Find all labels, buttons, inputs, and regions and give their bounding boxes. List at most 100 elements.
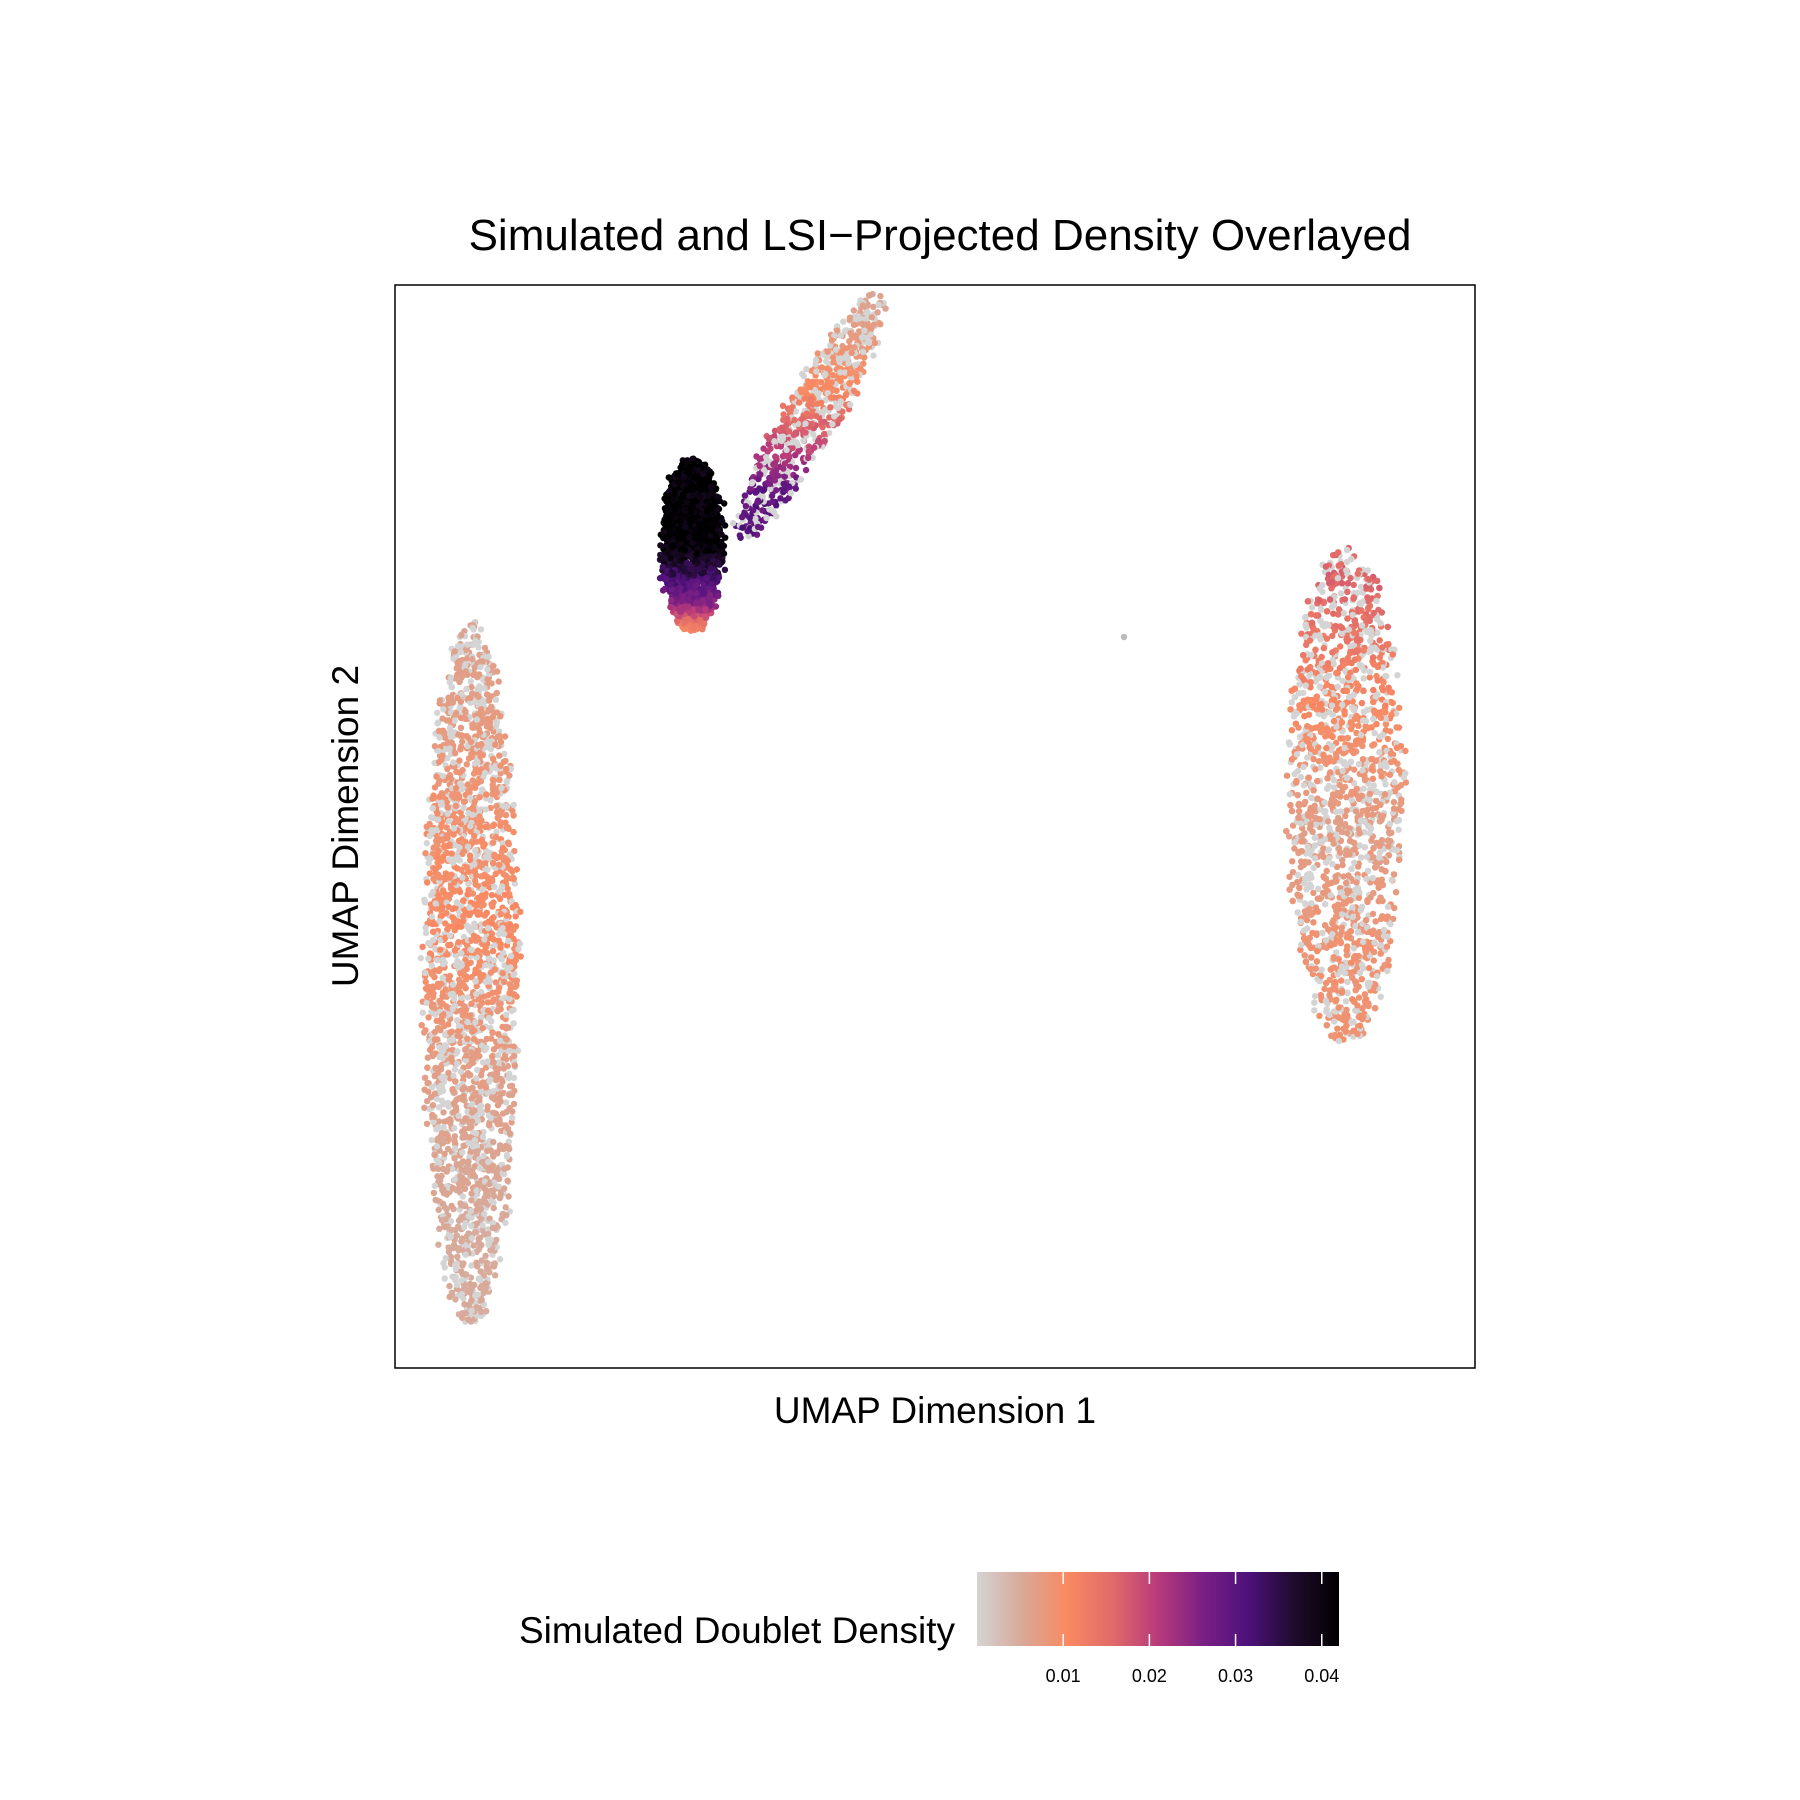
data-point xyxy=(448,1202,455,1210)
data-point xyxy=(505,1075,512,1082)
data-point xyxy=(769,498,776,506)
data-point xyxy=(715,560,722,567)
data-point xyxy=(468,1307,475,1314)
data-point xyxy=(478,999,486,1006)
data-point xyxy=(680,593,687,600)
data-point xyxy=(501,1043,508,1050)
data-point xyxy=(766,480,774,488)
data-point xyxy=(471,861,478,868)
data-point xyxy=(456,769,463,776)
data-point xyxy=(666,474,674,482)
data-point xyxy=(874,309,881,316)
data-point xyxy=(476,1053,483,1060)
data-point xyxy=(461,982,468,990)
data-point xyxy=(448,792,456,799)
data-point xyxy=(429,1052,436,1060)
data-point xyxy=(446,856,453,863)
data-point xyxy=(463,1115,470,1123)
data-point xyxy=(447,1233,454,1241)
data-point xyxy=(685,597,692,604)
data-point xyxy=(462,1251,469,1258)
data-point xyxy=(464,994,471,1001)
data-point xyxy=(870,352,877,359)
data-point xyxy=(760,445,767,452)
data-point xyxy=(484,1192,491,1199)
data-point xyxy=(715,592,722,599)
data-point xyxy=(496,732,503,740)
data-point xyxy=(476,749,484,757)
data-point xyxy=(438,912,446,919)
data-point xyxy=(682,523,689,531)
data-point xyxy=(499,970,506,977)
data-point xyxy=(435,1206,442,1214)
data-point xyxy=(462,1012,470,1019)
data-point xyxy=(486,1180,493,1188)
data-point xyxy=(434,1173,441,1180)
data-point xyxy=(497,762,504,769)
data-point xyxy=(430,875,437,883)
data-point xyxy=(483,1044,490,1052)
data-point xyxy=(433,837,440,845)
data-point xyxy=(462,1285,469,1292)
data-point xyxy=(438,836,445,844)
data-point xyxy=(419,943,426,950)
data-point xyxy=(774,472,782,479)
data-point xyxy=(475,724,482,731)
data-point xyxy=(494,1101,502,1109)
data-point xyxy=(877,321,884,328)
data-point xyxy=(708,489,715,497)
data-point xyxy=(464,1070,472,1077)
data-point xyxy=(468,1123,475,1131)
data-point xyxy=(422,978,429,985)
data-point xyxy=(476,813,483,820)
data-point xyxy=(687,508,694,516)
data-point xyxy=(467,694,474,701)
data-point xyxy=(489,776,497,784)
data-point xyxy=(430,794,438,801)
data-point xyxy=(421,1104,428,1112)
data-point xyxy=(478,1088,485,1096)
data-point xyxy=(499,844,506,852)
data-point xyxy=(663,575,670,583)
data-point xyxy=(792,485,799,492)
data-point xyxy=(695,606,702,614)
data-point xyxy=(492,833,500,841)
data-point xyxy=(688,483,695,490)
data-point xyxy=(482,1308,490,1315)
data-point xyxy=(482,1280,489,1287)
data-point xyxy=(452,802,460,810)
data-point xyxy=(482,978,489,986)
data-point xyxy=(505,825,512,833)
data-point xyxy=(468,946,475,953)
data-point xyxy=(685,603,692,610)
data-point xyxy=(505,839,512,846)
data-point xyxy=(460,912,467,920)
data-point xyxy=(446,817,453,825)
data-point xyxy=(803,365,810,373)
data-point xyxy=(429,888,437,896)
data-point xyxy=(435,1125,442,1132)
data-point xyxy=(474,1148,481,1155)
data-point xyxy=(483,791,490,798)
data-point xyxy=(700,477,707,484)
data-point xyxy=(715,521,722,529)
data-point xyxy=(456,757,463,764)
data-point xyxy=(446,1116,454,1123)
data-point xyxy=(695,521,702,528)
data-point xyxy=(674,502,681,509)
data-point xyxy=(483,909,490,916)
data-point xyxy=(502,1204,509,1211)
data-point xyxy=(506,772,513,779)
data-point xyxy=(670,496,677,504)
data-point xyxy=(717,531,724,538)
data-point xyxy=(657,542,664,549)
data-point xyxy=(472,1130,480,1137)
data-point xyxy=(510,1020,517,1027)
data-point xyxy=(431,1151,438,1158)
data-point xyxy=(493,722,500,730)
data-point xyxy=(476,909,483,916)
data-point xyxy=(763,454,770,461)
top-cluster xyxy=(656,455,729,634)
data-point xyxy=(742,503,750,510)
data-point xyxy=(500,854,507,861)
